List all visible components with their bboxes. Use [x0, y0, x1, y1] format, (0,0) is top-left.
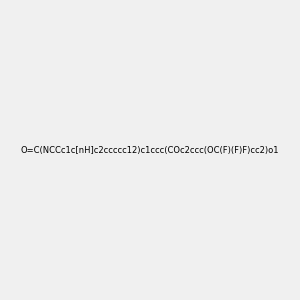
Text: O=C(NCCc1c[nH]c2ccccc12)c1ccc(COc2ccc(OC(F)(F)F)cc2)o1: O=C(NCCc1c[nH]c2ccccc12)c1ccc(COc2ccc(OC… [21, 146, 279, 154]
